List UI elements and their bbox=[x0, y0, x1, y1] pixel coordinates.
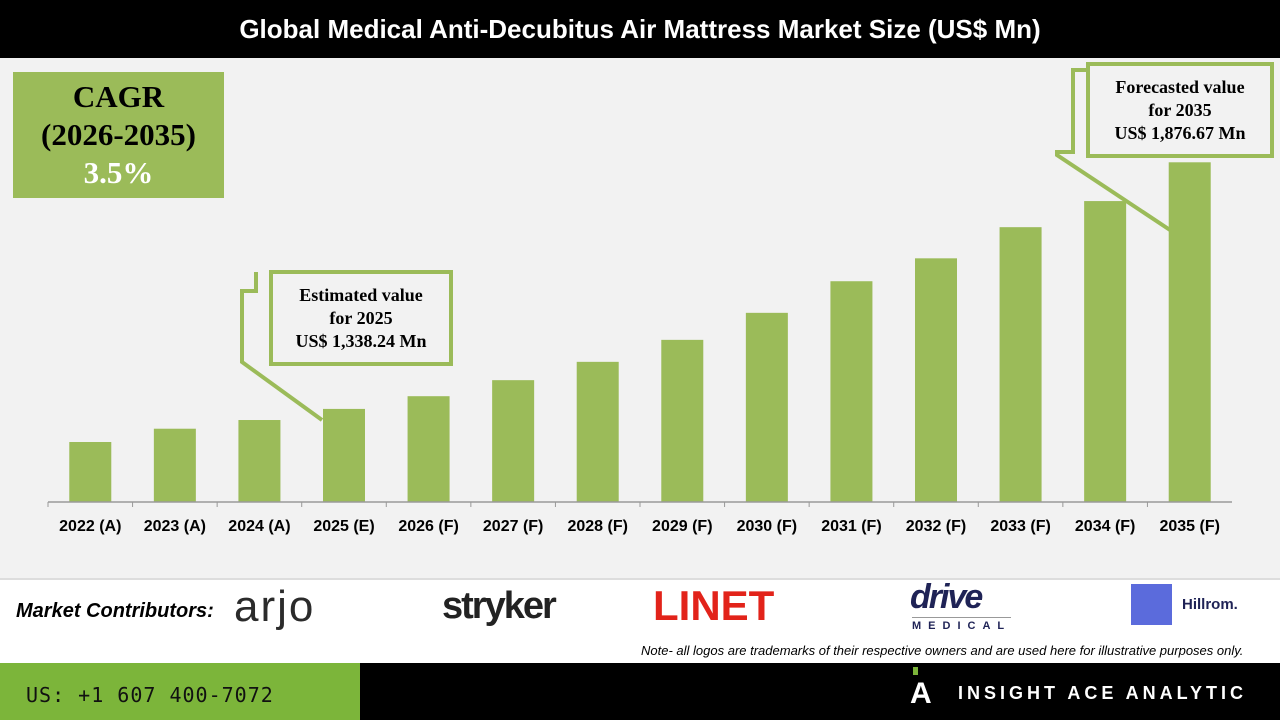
arjo-logo: arjo bbox=[234, 582, 316, 631]
x-tick-label: 2032 (F) bbox=[906, 518, 966, 535]
bar-4 bbox=[407, 396, 450, 502]
bar-3 bbox=[323, 408, 365, 502]
callout-line: Estimated value bbox=[299, 285, 423, 305]
x-tick-label: 2027 (F) bbox=[483, 518, 543, 535]
bar-5 bbox=[492, 380, 535, 502]
hillrom-icon bbox=[1131, 584, 1172, 625]
bar-9 bbox=[830, 281, 873, 502]
brand-name: INSIGHT ACE ANALYTIC bbox=[958, 683, 1248, 703]
forecasted-callout: Forecasted value for 2035 US$ 1,876.67 M… bbox=[1086, 62, 1274, 158]
x-tick-label: 2034 (F) bbox=[1075, 518, 1135, 535]
footer-brand: A INSIGHT ACE ANALYTIC bbox=[360, 663, 1280, 720]
linet-logo: LINET bbox=[653, 582, 775, 629]
contributors-label: Market Contributors: bbox=[16, 600, 214, 622]
brand-logo-mark: A bbox=[910, 677, 932, 710]
contributors-strip: Market Contributors: arjo stryker LINET … bbox=[0, 578, 1280, 663]
x-tick-label: 2035 (F) bbox=[1159, 518, 1219, 535]
callout-line: for 2025 bbox=[329, 308, 393, 328]
bar-10 bbox=[915, 258, 957, 502]
callout-line: US$ 1,876.67 Mn bbox=[1114, 123, 1246, 143]
x-tick-label: 2030 (F) bbox=[737, 518, 797, 535]
drive-medical-logo: MEDICAL bbox=[912, 617, 1012, 632]
cagr-label: CAGR bbox=[72, 79, 165, 114]
chart-title: Global Medical Anti-Decubitus Air Mattre… bbox=[0, 0, 1280, 58]
x-tick-label: 2026 (F) bbox=[398, 518, 458, 535]
hillrom-logo: Hillrom. bbox=[1182, 596, 1238, 613]
bar-0 bbox=[69, 441, 112, 502]
brand-logo-icon bbox=[913, 667, 918, 675]
cagr-value: 3.5% bbox=[83, 155, 154, 190]
callout-line: US$ 1,338.24 Mn bbox=[295, 331, 427, 351]
x-tick-label: 2023 (A) bbox=[144, 518, 206, 535]
bar-6 bbox=[576, 361, 619, 502]
bar-8 bbox=[745, 312, 788, 502]
x-tick-label: 2022 (A) bbox=[59, 518, 121, 535]
bar-1 bbox=[153, 428, 196, 502]
bar-2 bbox=[238, 420, 281, 502]
drive-logo: drive bbox=[910, 578, 983, 616]
stryker-logo: stryker bbox=[442, 585, 557, 627]
bar-11 bbox=[999, 227, 1042, 503]
bar-13 bbox=[1168, 162, 1211, 502]
callout-line: Forecasted value bbox=[1115, 77, 1245, 97]
x-tick-label: 2025 (E) bbox=[313, 518, 374, 535]
forecast-leader-line bbox=[1055, 68, 1172, 232]
cagr-period: (2026-2035) bbox=[41, 117, 196, 152]
phone-number: US: +1 607 400-7072 bbox=[26, 683, 274, 707]
bar-7 bbox=[661, 339, 704, 502]
cagr-box: CAGR (2026-2035) 3.5% bbox=[13, 72, 224, 198]
x-tick-label: 2024 (A) bbox=[228, 518, 290, 535]
callout-line: for 2035 bbox=[1148, 100, 1212, 120]
x-tick-label: 2033 (F) bbox=[990, 518, 1050, 535]
trademark-note: Note- all logos are trademarks of their … bbox=[641, 643, 1244, 658]
x-tick-label: 2031 (F) bbox=[821, 518, 881, 535]
x-tick-label: 2029 (F) bbox=[652, 518, 712, 535]
estimate-leader-line bbox=[240, 272, 324, 422]
footer-contact: US: +1 607 400-7072 bbox=[0, 663, 360, 720]
estimated-callout: Estimated value for 2025 US$ 1,338.24 Mn bbox=[269, 270, 453, 366]
bar-chart: 2022 (A) 2023 (A) 2024 (A) 2025 (E) 2026 (F)… bbox=[47, 68, 1232, 535]
bar-12 bbox=[1084, 201, 1127, 502]
x-tick-label: 2028 (F) bbox=[567, 518, 627, 535]
